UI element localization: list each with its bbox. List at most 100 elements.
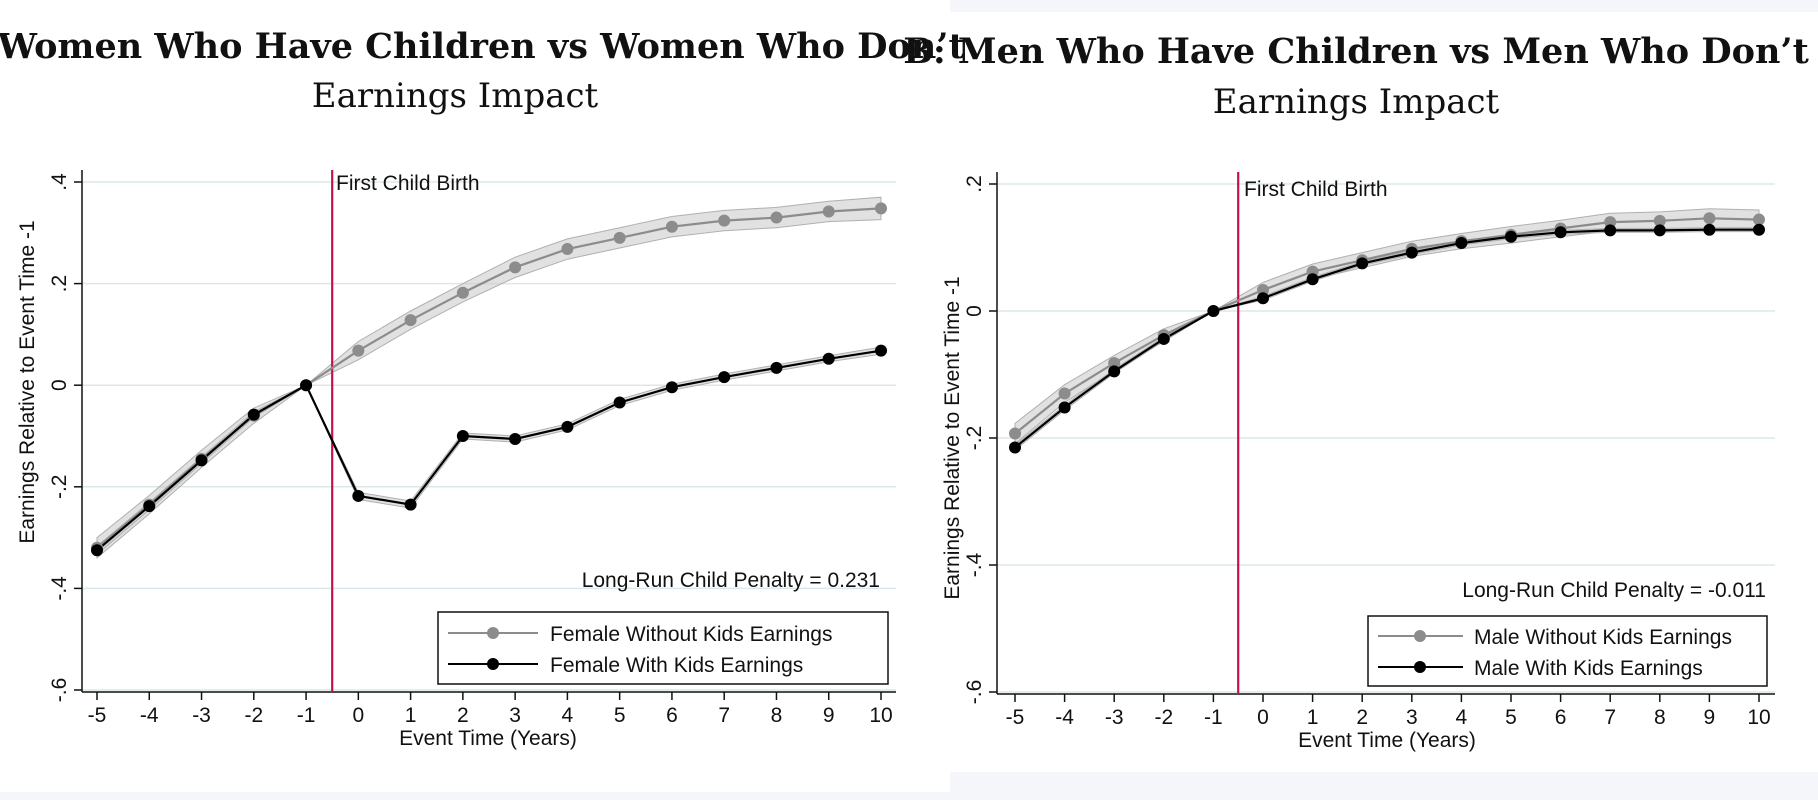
chart-a-point-with-kids	[404, 498, 417, 511]
chart-b-point-without-kids	[1009, 427, 1021, 440]
chart-b-point-with-kids	[1009, 441, 1021, 454]
chart-a-point-without-kids	[561, 243, 574, 256]
chart-a-point-without-kids	[665, 220, 678, 233]
chart-b-point-with-kids	[1356, 257, 1369, 270]
chart-a-point-with-kids	[718, 371, 731, 384]
chart-a-y-axis-label: Earnings Relative to Event Time -1	[16, 220, 39, 543]
chart-b-x-tick-label: 3	[1406, 706, 1418, 729]
chart-b-x-tick-label: 6	[1555, 706, 1567, 729]
chart-a-x-tick-label: 0	[352, 704, 364, 727]
chart-a-x-tick-label: -5	[88, 704, 107, 727]
chart-a-point-with-kids	[143, 500, 156, 513]
chart-a-x-tick-label: 5	[614, 704, 626, 727]
chart-a-point-without-kids	[456, 286, 469, 299]
chart-a-point-with-kids	[91, 544, 103, 557]
chart-b-legend-label-without: Male Without Kids Earnings	[1474, 626, 1732, 649]
chart-a-x-tick-label: 10	[869, 704, 892, 727]
chart-a-point-without-kids	[770, 211, 783, 224]
chart-b-x-tick-label: -4	[1055, 706, 1074, 729]
chart-b-point-without-kids	[1058, 387, 1071, 400]
chart-b-x-tick-label: 4	[1456, 706, 1468, 729]
chart-a-subtitle: Earnings Impact	[312, 76, 599, 116]
chart-b-point-without-kids	[1108, 357, 1121, 370]
chart-a-legend: Female Without Kids Earnings Female With…	[437, 611, 889, 685]
chart-a-point-with-kids	[300, 379, 313, 392]
chart-a-y-tick-label: .2	[48, 275, 71, 293]
chart-a-confidence-band-without-kids	[96, 196, 882, 559]
chart-a-legend-marker-with	[487, 658, 499, 670]
chart-a-point-without-kids	[822, 205, 835, 218]
chart-b-x-tick-label: 9	[1704, 706, 1716, 729]
chart-a-point-without-kids	[352, 344, 365, 357]
chart-a-annotation: Long-Run Child Penalty = 0.231	[582, 569, 880, 592]
chart-b-point-without-kids	[1653, 214, 1666, 227]
chart-a-plot-area: .4 .2 0 -.2 -.4 -.6 -5 -4 -3 -2 -1 0 1 2 3 4 5 6 7 8 9 10	[48, 170, 896, 727]
chart-b-plot-area: .2 0 -.2 -.4 -.6 -5 -4 -3 -2 -1 0 1 2 3 4 5 6 7 8 9 10	[963, 172, 1775, 729]
chart-b-point-with-kids	[1108, 365, 1121, 378]
chart-a-point-with-kids	[195, 454, 208, 467]
chart-b-x-tick-label: 2	[1356, 706, 1368, 729]
chart-a-legend-marker-without	[487, 627, 499, 639]
chart-b-point-with-kids	[1207, 305, 1220, 317]
chart-a-point-with-kids	[456, 430, 469, 442]
chart-a-x-tick-label: 7	[718, 704, 730, 727]
chart-a-point-without-kids	[404, 314, 417, 327]
chart-b-x-tick-label: 5	[1505, 706, 1517, 729]
chart-b-x-axis-label: Event Time (Years)	[1298, 729, 1476, 752]
chart-a-point-with-kids	[561, 420, 574, 433]
chart-b-point-with-kids	[1405, 246, 1418, 259]
chart-b-x-tick-label: -2	[1154, 706, 1173, 729]
chart-a-x-tick-label: 3	[509, 704, 521, 727]
chart-panel-b: B: Men Who Have Children vs Men Who Don’…	[903, 31, 1809, 752]
chart-a-point-with-kids	[822, 352, 835, 365]
chart-a-event-line-label: First Child Birth	[336, 172, 480, 195]
chart-b-point-with-kids	[1604, 224, 1617, 237]
chart-b-y-tick-label: -.6	[963, 680, 986, 705]
chart-a-point-with-kids	[509, 433, 522, 446]
chart-b-y-tick-label: 0	[963, 305, 986, 317]
chart-a-y-tick-label: -.4	[48, 576, 71, 601]
chart-b-subtitle: Earnings Impact	[1213, 82, 1500, 122]
chart-a-x-tick-label: 6	[666, 704, 678, 727]
chart-a-x-tick-label: 8	[771, 704, 783, 727]
chart-b-legend-marker-with	[1414, 661, 1426, 673]
chart-a-legend-label-without: Female Without Kids Earnings	[550, 623, 832, 646]
chart-a-point-with-kids	[613, 396, 626, 409]
chart-b-point-with-kids	[1058, 401, 1071, 414]
chart-a-x-tick-label: 2	[457, 704, 469, 727]
chart-a-x-tick-label: 1	[405, 704, 417, 727]
chart-b-series-line-with-kids	[1014, 228, 1759, 449]
chart-b-point-with-kids	[1505, 230, 1517, 243]
chart-a-y-tick-label: 0	[48, 379, 71, 391]
chart-b-point-with-kids	[1554, 226, 1567, 239]
chart-b-point-with-kids	[1653, 224, 1666, 237]
chart-b-point-with-kids	[1157, 332, 1170, 345]
chart-a-legend-box	[437, 611, 889, 685]
chart-a-point-without-kids	[718, 214, 731, 227]
chart-a-point-with-kids	[247, 408, 260, 421]
chart-b-point-with-kids	[1257, 292, 1269, 305]
chart-b-x-tick-label: -1	[1204, 706, 1223, 729]
chart-a-point-without-kids	[875, 202, 887, 215]
chart-panel-a: A: Women Who Have Children vs Women Who …	[0, 26, 965, 750]
chart-a-point-with-kids	[875, 344, 887, 357]
chart-b-x-tick-label: 0	[1257, 706, 1269, 729]
chart-a-y-tick-label: .4	[48, 173, 71, 191]
chart-b-point-with-kids	[1753, 223, 1765, 236]
chart-b-y-tick-label: -.4	[963, 552, 986, 577]
chart-a-x-tick-label: -1	[297, 704, 316, 727]
chart-b-point-without-kids	[1604, 216, 1617, 229]
chart-a-point-without-kids	[509, 261, 522, 274]
chart-b-y-axis-label: Earnings Relative to Event Time -1	[941, 276, 964, 599]
chart-a-x-tick-label: 9	[823, 704, 835, 727]
chart-b-x-tick-label: 7	[1604, 706, 1616, 729]
chart-b-legend-box	[1367, 615, 1768, 687]
chart-a-series-line-with-kids	[96, 349, 882, 552]
chart-a-y-tick-label: -.6	[48, 678, 71, 703]
chart-b-x-tick-label: -5	[1006, 706, 1025, 729]
chart-a-y-tick-label: -.2	[48, 475, 71, 500]
chart-b-series-line-without-kids	[1014, 217, 1760, 435]
chart-a-legend-label-with: Female With Kids Earnings	[550, 654, 803, 677]
chart-b-point-without-kids	[1753, 213, 1765, 226]
